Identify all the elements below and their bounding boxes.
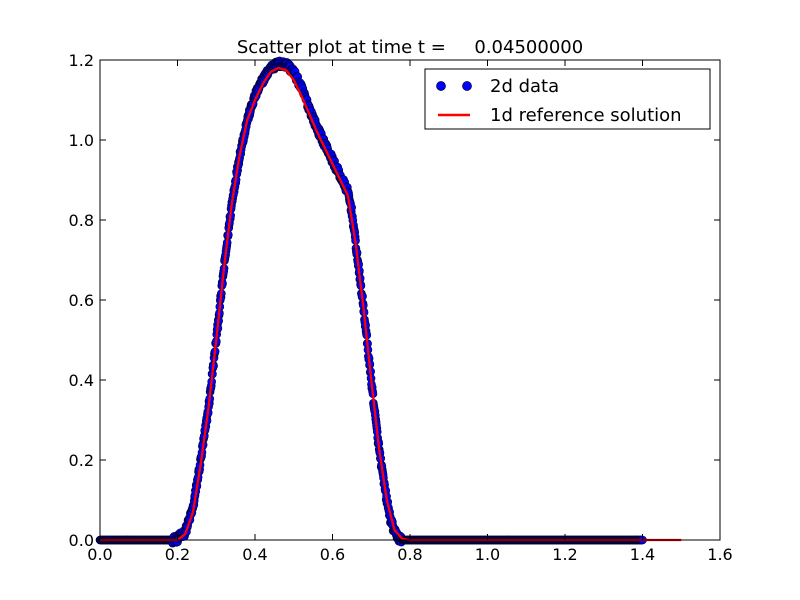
legend-label-2d-data: 2d data <box>490 76 559 97</box>
legend-marker-2d-data <box>436 81 446 91</box>
y-tick-label: 0.2 <box>69 451 94 470</box>
x-tick-label: 1.4 <box>630 545 655 564</box>
series-1d-reference-solution-line <box>99 66 682 542</box>
plot-layer <box>95 56 682 548</box>
legend-box <box>424 68 711 130</box>
x-tick-label: 1.0 <box>475 545 500 564</box>
x-tick-label: 0.2 <box>165 545 190 564</box>
y-tick-label: 0.4 <box>69 371 94 390</box>
x-tick-label: 0.0 <box>87 545 112 564</box>
x-tick-label: 1.2 <box>552 545 577 564</box>
y-tick-label: 0.8 <box>69 211 94 230</box>
x-tick-label: 1.6 <box>707 545 732 564</box>
legend-marker-2d-data <box>462 81 472 91</box>
x-tick-label: 0.6 <box>320 545 345 564</box>
series-2d-data <box>95 56 647 548</box>
axis-tick-labels: 0.0 0.2 0.4 0.6 0.8 1.0 1.2 1.4 1.6 0.0 0.2 0.4 0.6 0… <box>69 51 733 564</box>
y-tick-label: 0.0 <box>69 531 94 550</box>
chart-title: Scatter plot at time t = 0.04500000 <box>237 37 583 58</box>
x-tick-label: 0.8 <box>397 545 422 564</box>
legend: 2d data 1d reference solution <box>424 68 711 130</box>
x-tick-label: 0.4 <box>242 545 267 564</box>
plot-frame <box>99 59 721 541</box>
y-tick-label: 1.2 <box>69 51 94 70</box>
y-tick-label: 0.6 <box>69 291 94 310</box>
legend-label-1d-reference-solution: 1d reference solution <box>490 105 682 126</box>
y-tick-label: 1.0 <box>69 131 94 150</box>
axis-ticks <box>99 59 721 541</box>
